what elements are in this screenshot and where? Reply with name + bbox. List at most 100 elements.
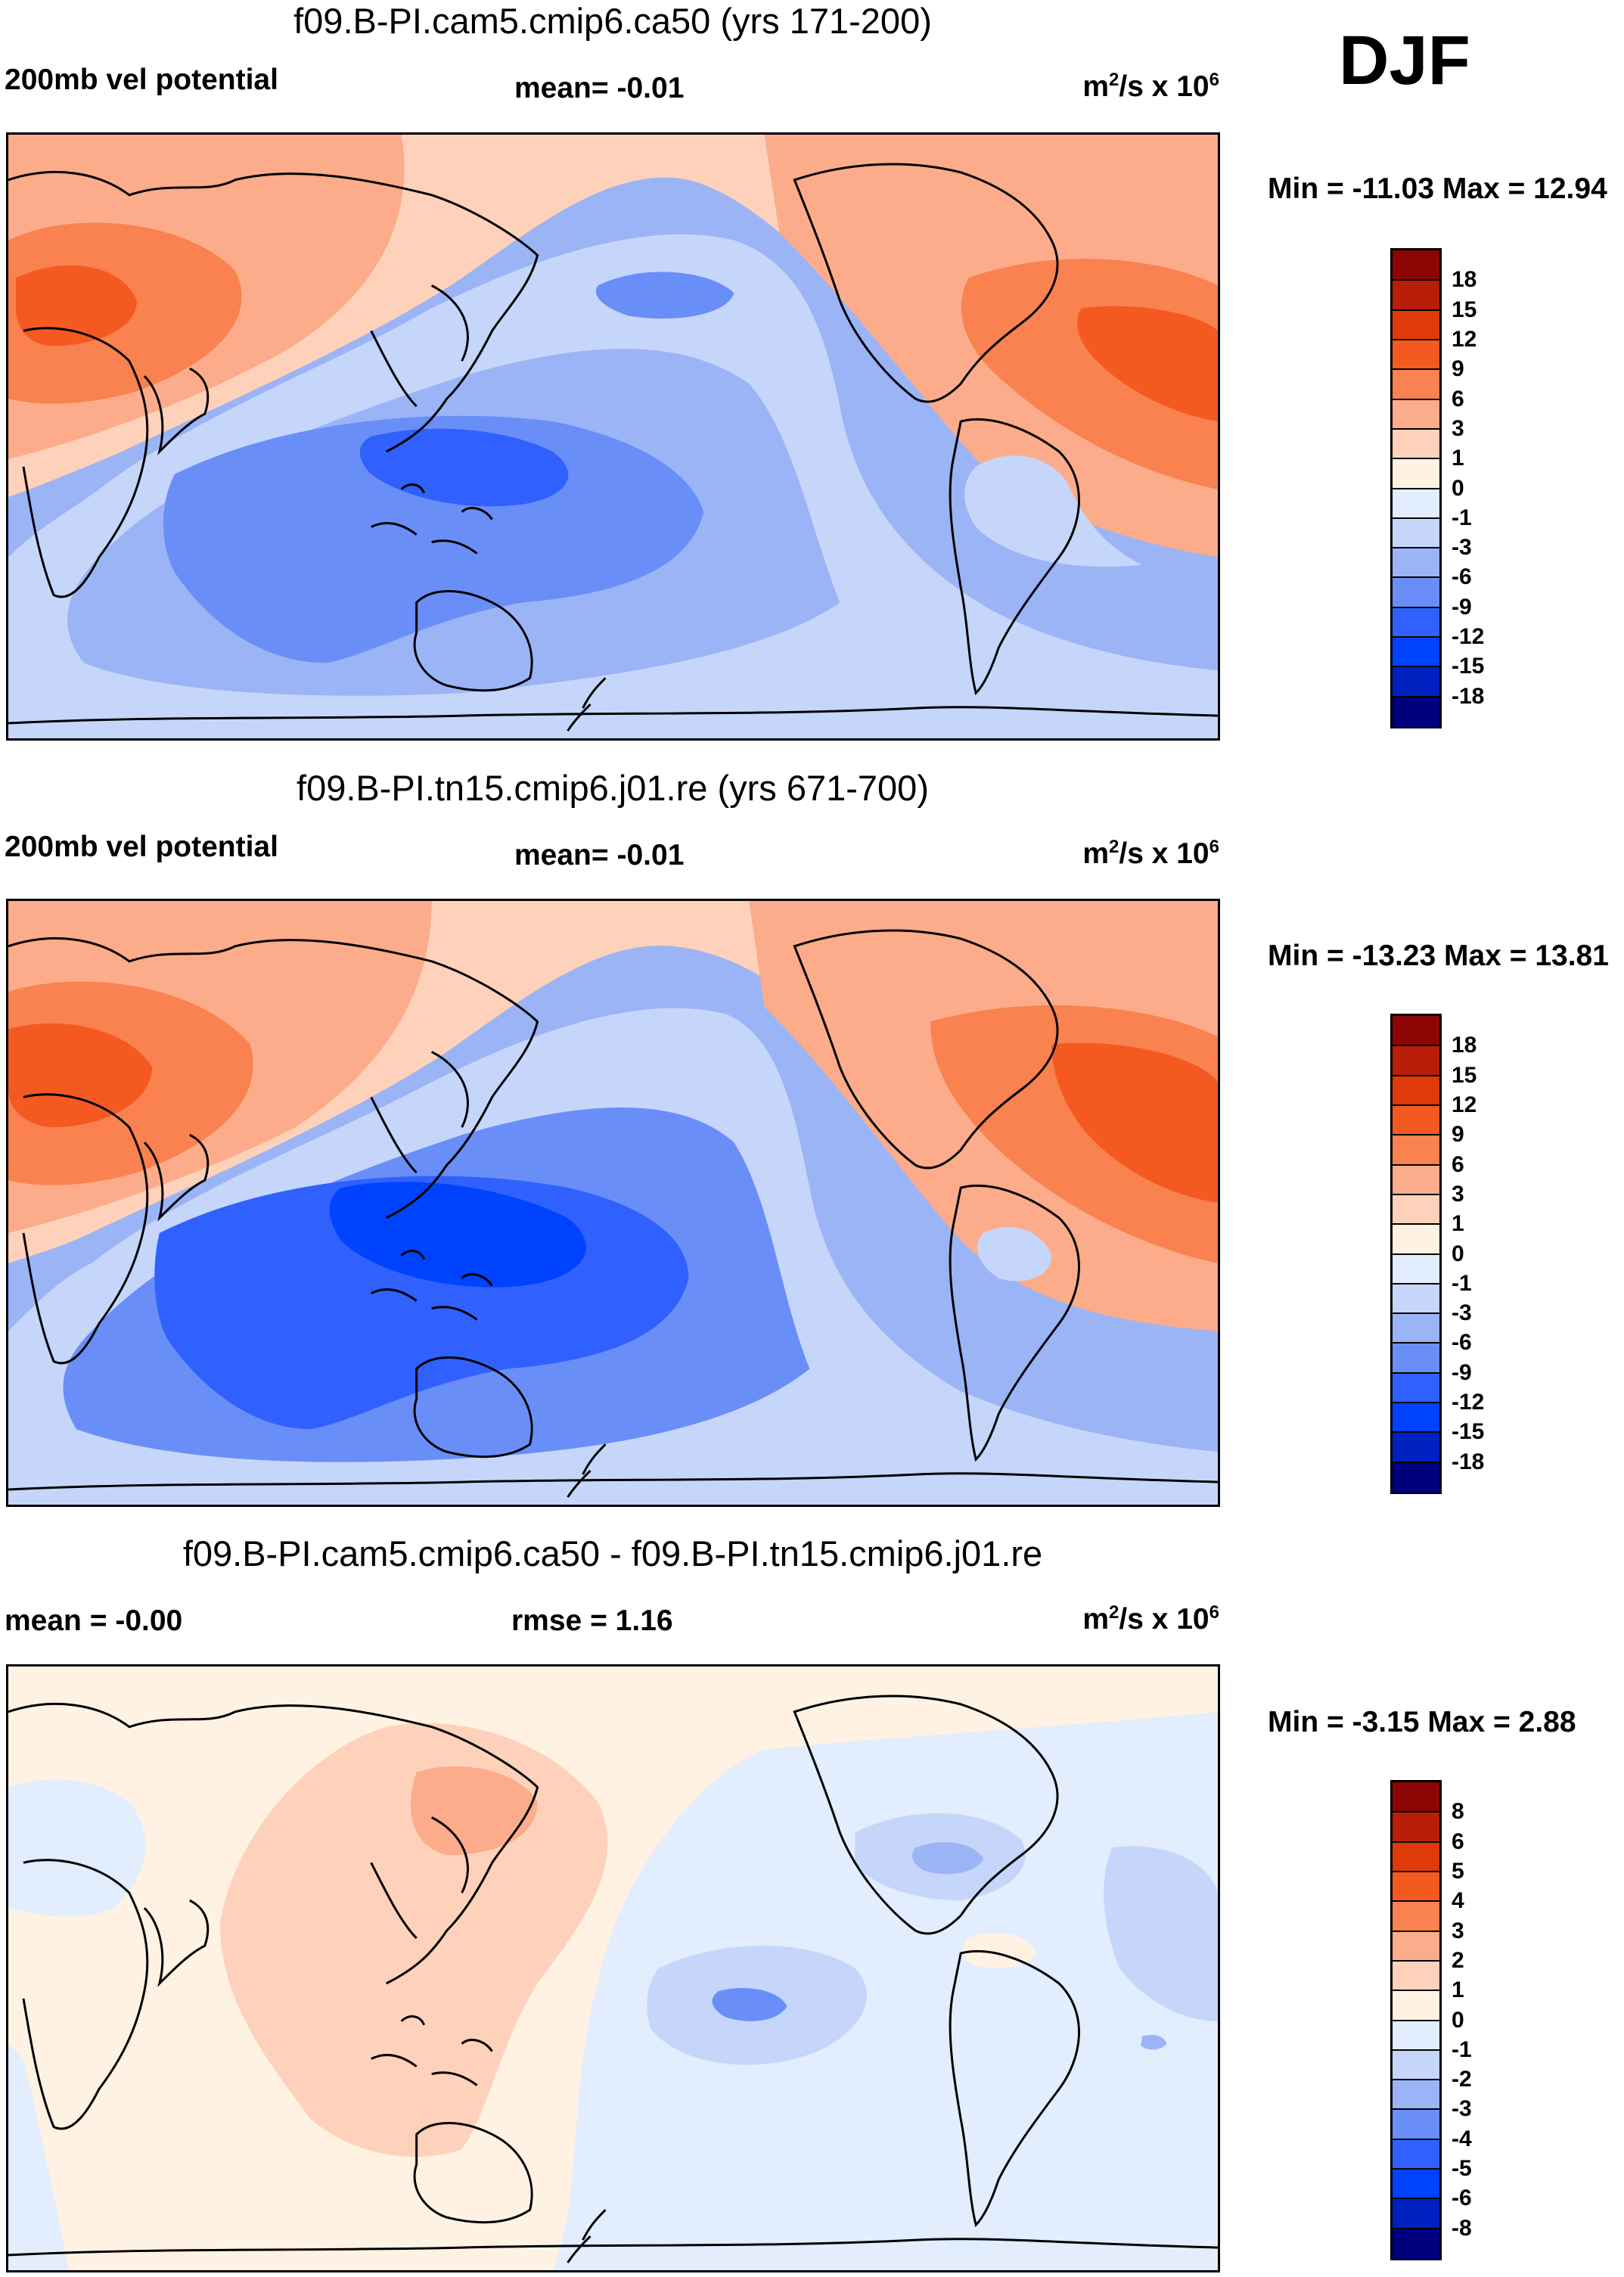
field-south-america-low bbox=[977, 1226, 1052, 1281]
colorbar-boundary bbox=[1393, 666, 1439, 668]
field-warm-pool bbox=[163, 415, 704, 663]
colorbar-swatch bbox=[1393, 1403, 1439, 1433]
colorbar-tick-label: -2 bbox=[1452, 2067, 1472, 2092]
panel-3-contours bbox=[8, 1667, 1218, 2270]
colorbar-tick-label: 4 bbox=[1452, 1888, 1464, 1914]
panel-2-units: m2/s x 106 bbox=[1082, 837, 1219, 871]
colorbar-boundary bbox=[1393, 1253, 1439, 1255]
colorbar-boundary bbox=[1393, 1870, 1439, 1872]
field-europe-core bbox=[8, 1023, 152, 1128]
season-label: DJF bbox=[1339, 22, 1470, 99]
panel-3-units: m2/s x 106 bbox=[1082, 1602, 1219, 1636]
colorbar-boundary bbox=[1393, 517, 1439, 519]
colorbar-boundary bbox=[1393, 1342, 1439, 1344]
field-atlantic-core bbox=[1051, 1042, 1218, 1203]
panel-2-title: f09.B-PI.tn15.cmip6.j01.re (yrs 671-700) bbox=[297, 768, 929, 808]
panel-3-title: f09.B-PI.cam5.cmip6.ca50 - f09.B-PI.tn15… bbox=[182, 1533, 1043, 1573]
coast-south-america bbox=[949, 418, 1080, 696]
colorbar-tick-label: -6 bbox=[1452, 1330, 1472, 1356]
panel-2-left-label: 200mb vel potential bbox=[5, 831, 278, 863]
colorbar-boundary bbox=[1393, 1193, 1439, 1195]
colorbar-tick-label: -15 bbox=[1452, 1419, 1485, 1445]
panel-2-colorbar: 18 15 12 9 6 3 1 0 -1 -3 -6 -9 -12 -15 -18 bbox=[1390, 1014, 1484, 1494]
coast-africa bbox=[22, 1859, 149, 2130]
colorbar-swatch bbox=[1393, 1164, 1439, 1195]
coast-antarctica bbox=[8, 1472, 1218, 1491]
colorbar-tick-label: 5 bbox=[1452, 1858, 1464, 1884]
panel-3-center-label: rmse = 1.16 bbox=[511, 1604, 673, 1637]
colorbar-swatch bbox=[1393, 548, 1439, 578]
colorbar-tick-label: -6 bbox=[1452, 2185, 1472, 2211]
coast-maritime bbox=[371, 2015, 493, 2086]
colorbar-swatch bbox=[1393, 2139, 1439, 2170]
colorbar-boundary bbox=[1393, 1461, 1439, 1463]
units-base: m bbox=[1082, 1603, 1109, 1636]
colorbar-boundary bbox=[1393, 636, 1439, 638]
colorbar-swatch bbox=[1393, 1812, 1439, 1843]
field-atlantic-core bbox=[1077, 306, 1218, 422]
coast-antarctica bbox=[8, 706, 1218, 725]
colorbar-boundary bbox=[1393, 1163, 1439, 1166]
coast-india bbox=[143, 367, 210, 455]
colorbar-boundary bbox=[1393, 2227, 1439, 2229]
colorbar-swatch bbox=[1393, 1871, 1439, 1902]
colorbar-swatch bbox=[1393, 1313, 1439, 1344]
units-mid: /s x 10 bbox=[1119, 1603, 1209, 1636]
coast-india bbox=[143, 1133, 210, 1222]
coast-south-america bbox=[949, 1185, 1080, 1462]
colorbar-boundary bbox=[1393, 2168, 1439, 2170]
colorbar-boundary bbox=[1393, 1104, 1439, 1106]
colorbar-swatch bbox=[1393, 369, 1439, 400]
colorbar-tick-label: -12 bbox=[1452, 624, 1485, 650]
units-mid: /s x 10 bbox=[1119, 70, 1209, 103]
coast-north-america bbox=[793, 163, 1059, 403]
colorbar-tick-label: 8 bbox=[1452, 1799, 1464, 1825]
colorbar-swatch bbox=[1393, 2228, 1439, 2259]
panel-2-map bbox=[6, 899, 1220, 1507]
colorbar-tick-label: -3 bbox=[1452, 2096, 1472, 2122]
panel-1-center-label: mean= -0.01 bbox=[514, 72, 685, 104]
coast-new-zealand bbox=[567, 2209, 607, 2263]
field-warm-pool-core bbox=[359, 428, 569, 507]
colorbar-boundary bbox=[1393, 2049, 1439, 2051]
coast-maritime bbox=[371, 1250, 493, 1321]
colorbar-tick-label: 0 bbox=[1452, 1241, 1464, 1266]
colorbar-swatch bbox=[1393, 2169, 1439, 2199]
colorbar-swatch bbox=[1393, 577, 1439, 608]
colorbar-swatch bbox=[1393, 1135, 1439, 1166]
colorbar-boundary bbox=[1393, 1371, 1439, 1374]
colorbar-boundary bbox=[1393, 368, 1439, 371]
colorbar-swatch bbox=[1393, 280, 1439, 311]
colorbar-swatch bbox=[1393, 1960, 1439, 1991]
colorbar-tick-label: 0 bbox=[1452, 475, 1464, 501]
colorbar-swatch bbox=[1393, 1462, 1439, 1493]
colorbar-tick-label: -9 bbox=[1452, 1359, 1472, 1385]
colorbar-boundary bbox=[1393, 1990, 1439, 1992]
colorbar-swatch bbox=[1393, 517, 1439, 548]
coast-eurasia bbox=[8, 170, 539, 453]
colorbar-boundary bbox=[1393, 309, 1439, 311]
panel-2-minmax: Min = -13.23 Max = 13.81 bbox=[1268, 940, 1609, 972]
panel-2-center-label: mean= -0.01 bbox=[514, 839, 685, 871]
coastlines bbox=[8, 163, 1218, 732]
panel-1-left-label: 200mb vel potential bbox=[5, 64, 278, 96]
units-exp-2: 6 bbox=[1209, 70, 1219, 90]
colorbar-swatch bbox=[1393, 339, 1439, 370]
panel-3-colorbar: 8 6 5 4 3 2 1 0 -1 -2 -3 -4 -5 -6 -8 bbox=[1390, 1780, 1472, 2260]
coast-south-america bbox=[949, 1950, 1080, 2228]
colorbar-swatch bbox=[1393, 2049, 1439, 2080]
colorbar-boundary bbox=[1393, 1402, 1439, 1404]
colorbar-tick-label: 6 bbox=[1452, 1828, 1464, 1854]
units-mid: /s x 10 bbox=[1119, 837, 1209, 870]
colorbar-tick-label: 0 bbox=[1452, 2007, 1464, 2033]
colorbar-tick-label: 2 bbox=[1452, 1947, 1464, 1973]
field-warm-pool-core bbox=[329, 1182, 586, 1288]
field-north-pacific-min bbox=[595, 272, 734, 319]
field-caribbean-core bbox=[911, 1842, 984, 1875]
colorbar-tick-label: -12 bbox=[1452, 1390, 1485, 1415]
colorbar-boundary bbox=[1393, 576, 1439, 579]
colorbar-swatch bbox=[1393, 1931, 1439, 1962]
colorbar-tick-label: 18 bbox=[1452, 1033, 1477, 1058]
panel-2-contours bbox=[8, 901, 1218, 1505]
units-exp: 2 bbox=[1109, 837, 1119, 857]
